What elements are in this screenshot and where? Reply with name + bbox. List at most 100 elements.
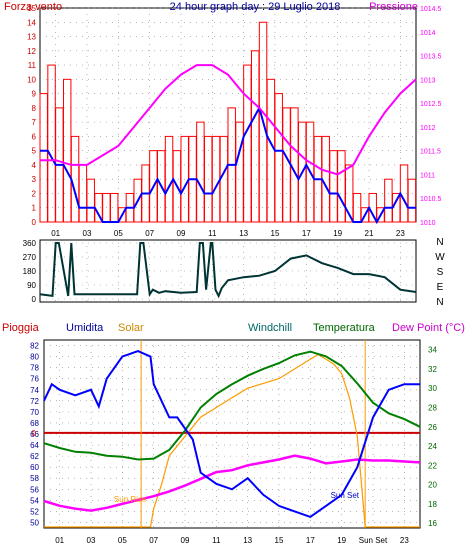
x-tick-label: 11: [208, 229, 217, 238]
y-right-tick-label: 1013: [420, 77, 436, 84]
sunrise-annotation: Sun Rise: [114, 495, 147, 504]
y-left-tick-label: 72: [30, 397, 39, 406]
y-left-tick-label: 14: [27, 18, 36, 27]
y-tick-label: 270: [23, 253, 37, 262]
x-tick-label: 21: [365, 229, 374, 238]
wind-legend-label: Forza vento: [4, 1, 62, 13]
legend-dewpoint: Dew Point (°C): [392, 322, 465, 334]
x-tick-label: 17: [306, 536, 315, 545]
x-tick-label: 15: [275, 536, 284, 545]
wind-average-line: [40, 105, 416, 225]
y-left-tick-label: 2: [32, 189, 37, 198]
legend-rain: Pioggia: [2, 322, 40, 334]
y-right-tick-label: 1011.5: [420, 149, 441, 156]
y-right-tick-label: 1013.5: [420, 54, 442, 61]
y-left-tick-label: 50: [30, 518, 39, 527]
x-tick-label: 03: [83, 229, 92, 238]
compass-label: W: [435, 252, 445, 263]
y-left-tick-label: 10: [27, 75, 36, 84]
x-tick-label: 05: [118, 536, 127, 545]
x-tick-label: 23: [396, 229, 405, 238]
x-tick-label: 09: [181, 536, 190, 545]
y-left-tick-label: 4: [32, 161, 37, 170]
y-left-tick-label: 52: [30, 507, 39, 516]
humidity-temperature-grid: [44, 340, 420, 528]
y-right-tick-label: 30: [428, 384, 437, 393]
y-left-tick-label: 0: [32, 218, 37, 227]
y-right-tick-label: 22: [428, 461, 437, 470]
y-left-tick-label: 1: [32, 204, 37, 213]
y-tick-label: 360: [23, 239, 37, 248]
y-left-tick-label: 9: [32, 90, 37, 99]
humidity-temperature-plot-area: [43, 339, 421, 529]
y-right-tick-label: 26: [428, 423, 437, 432]
y-left-tick-label: 68: [30, 419, 39, 428]
y-tick-label: 0: [32, 295, 37, 304]
compass-label: E: [437, 282, 444, 293]
dewpoint-line: [43, 454, 421, 512]
legend-temperature: Temperatura: [313, 322, 376, 334]
humidity-line: [43, 350, 420, 519]
y-right-tick-label: 32: [428, 365, 437, 374]
humidity-temperature-series: [43, 340, 421, 528]
y-right-tick-label: 1010: [420, 220, 436, 227]
y-right-tick-label: 1012: [420, 125, 436, 132]
wind-gust-bar: [407, 178, 417, 223]
y-left-tick-label: 11: [28, 61, 37, 70]
legend-humidity: Umidita: [66, 322, 104, 334]
x-tick-label: 01: [55, 536, 64, 545]
y-right-tick-label: 20: [428, 481, 437, 490]
wind-pressure-series: [39, 21, 417, 225]
y-left-tick-label: 58: [30, 474, 39, 483]
y-left-tick-label: 12: [27, 47, 36, 56]
pressure-line: [40, 64, 417, 176]
y-left-tick-label: 8: [32, 104, 37, 113]
x-tick-label: 01: [51, 229, 60, 238]
x-tick-label: Sun Set: [359, 536, 388, 545]
y-left-tick-label: 66: [30, 430, 39, 439]
compass-label: N: [436, 297, 443, 308]
y-left-tick-label: 70: [30, 408, 39, 417]
y-tick-label: 180: [23, 267, 37, 276]
x-tick-label: 13: [239, 229, 248, 238]
y-left-tick-label: 6: [32, 132, 37, 141]
y-right-tick-label: 34: [428, 346, 437, 355]
x-tick-label: 05: [114, 229, 123, 238]
humidity-temperature-axes: 50 52 54 56 58 60 62 64 66 68 70 72 74 76 78 80 82 16 18 20…: [30, 342, 437, 545]
y-right-tick-label: 24: [428, 442, 437, 451]
wind-direction-line: [39, 242, 417, 299]
y-left-tick-label: 80: [30, 353, 39, 362]
solar-line: [44, 353, 420, 528]
x-tick-label: 03: [87, 536, 96, 545]
y-right-tick-label: 28: [428, 403, 437, 412]
y-left-tick-label: 7: [32, 118, 37, 127]
y-left-tick-label: 13: [27, 33, 36, 42]
y-left-tick-label: 78: [30, 364, 39, 373]
x-tick-label: 17: [302, 229, 311, 238]
y-right-tick-label: 1010.5: [420, 196, 442, 203]
wind-direction-plot-area: [39, 239, 417, 303]
x-tick-label: 09: [177, 229, 186, 238]
y-left-tick-label: 76: [30, 375, 39, 384]
x-tick-label: 07: [149, 536, 158, 545]
chart-title: 24 hour graph day : 29 Luglio 2018: [170, 1, 341, 13]
y-left-tick-label: 74: [30, 386, 39, 395]
temperature-line: [43, 350, 421, 461]
y-left-tick-label: 15: [27, 4, 36, 13]
x-tick-label: 11: [212, 536, 221, 545]
wind-pressure-axes: 012345678910111213141510101010.510111011…: [27, 4, 441, 238]
wind-direction-grid: [40, 240, 416, 302]
y-left-tick-label: 62: [30, 452, 39, 461]
y-right-tick-label: 1011: [420, 172, 435, 179]
compass-label: N: [436, 237, 443, 248]
pressure-legend-label: Pressione: [369, 1, 418, 13]
y-right-tick-label: 1012.5: [420, 101, 442, 108]
x-tick-label: 19: [333, 229, 342, 238]
x-tick-label: 15: [271, 229, 280, 238]
y-left-tick-label: 5: [32, 147, 37, 156]
y-left-tick-label: 3: [32, 175, 37, 184]
rain-tick-label: 0: [32, 429, 37, 438]
